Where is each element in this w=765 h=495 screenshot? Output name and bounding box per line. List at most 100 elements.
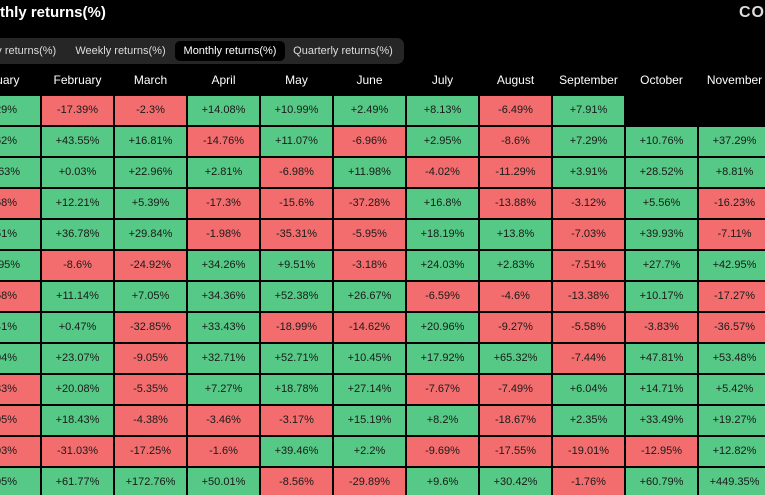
return-cell: -17.25% <box>115 437 186 466</box>
return-cell: +20.08% <box>42 375 113 404</box>
return-cell: -8.56% <box>261 468 332 495</box>
return-cell: +27.14% <box>334 375 405 404</box>
return-cell: -31.03% <box>42 437 113 466</box>
return-cell: -18.99% <box>261 313 332 342</box>
return-cell: +18.19% <box>407 220 478 249</box>
return-cell: .51% <box>0 220 40 249</box>
return-cell: +16.8% <box>407 189 478 218</box>
return-cell: -11.29% <box>480 158 551 187</box>
return-cell: +65.32% <box>480 344 551 373</box>
return-cell: .03% <box>0 437 40 466</box>
return-cell: -14.62% <box>334 313 405 342</box>
return-cell: +37.29% <box>699 127 765 156</box>
return-cell: -35.31% <box>261 220 332 249</box>
return-cell: .58% <box>0 282 40 311</box>
return-cell: +5.42% <box>699 375 765 404</box>
return-cell: .04% <box>0 344 40 373</box>
return-cell: -32.85% <box>115 313 186 342</box>
return-cell: -13.88% <box>480 189 551 218</box>
return-cell: .29% <box>0 96 40 125</box>
return-cell: +15.19% <box>334 406 405 435</box>
return-cell: .68% <box>0 189 40 218</box>
return-cell: +43.55% <box>42 127 113 156</box>
column-header: October <box>640 73 683 87</box>
return-cell: -4.6% <box>480 282 551 311</box>
logo: CO <box>739 4 765 21</box>
empty-cell <box>626 96 697 125</box>
return-cell: -8.6% <box>42 251 113 280</box>
return-cell: -19.01% <box>553 437 624 466</box>
return-cell: -9.27% <box>480 313 551 342</box>
return-cell: +2.49% <box>334 96 405 125</box>
return-cell: .05% <box>0 468 40 495</box>
tab[interactable]: Weekly returns(%) <box>75 45 166 57</box>
column-header: September <box>559 73 618 87</box>
return-cell: -16.23% <box>699 189 765 218</box>
return-cell: -7.03% <box>553 220 624 249</box>
return-cell: +7.05% <box>115 282 186 311</box>
page-title: thly returns(%) <box>0 4 106 21</box>
tab[interactable]: Quarterly returns(%) <box>293 45 393 57</box>
tab[interactable]: Monthly returns(%) <box>175 41 285 61</box>
return-cell: -4.02% <box>407 158 478 187</box>
return-cell: .41% <box>0 313 40 342</box>
return-cell: -13.38% <box>553 282 624 311</box>
return-cell: -7.67% <box>407 375 478 404</box>
return-cell: +28.52% <box>626 158 697 187</box>
return-cell: +26.67% <box>334 282 405 311</box>
return-cell: +53.48% <box>699 344 765 373</box>
return-cell: +9.6% <box>407 468 478 495</box>
return-cell: +2.95% <box>407 127 478 156</box>
return-cell: +24.03% <box>407 251 478 280</box>
return-cell: -6.49% <box>480 96 551 125</box>
return-cell: -17.3% <box>188 189 259 218</box>
return-cell: +19.27% <box>699 406 765 435</box>
return-cell: -3.12% <box>553 189 624 218</box>
return-cell: +9.51% <box>261 251 332 280</box>
column-header: nuary <box>0 73 20 87</box>
return-cell: +0.47% <box>42 313 113 342</box>
return-cell: +7.91% <box>553 96 624 125</box>
return-cell: +2.2% <box>334 437 405 466</box>
return-cell: -7.44% <box>553 344 624 373</box>
return-cell: +30.42% <box>480 468 551 495</box>
return-cell: -9.69% <box>407 437 478 466</box>
return-cell: +8.81% <box>699 158 765 187</box>
return-cell: +12.82% <box>699 437 765 466</box>
return-cell: +47.81% <box>626 344 697 373</box>
return-cell: -17.39% <box>42 96 113 125</box>
return-cell: .83% <box>0 375 40 404</box>
return-cell: +2.83% <box>480 251 551 280</box>
return-cell: +2.35% <box>553 406 624 435</box>
return-cell: +3.91% <box>553 158 624 187</box>
empty-cell <box>699 96 765 125</box>
return-cell: -3.17% <box>261 406 332 435</box>
return-cell: -7.11% <box>699 220 765 249</box>
return-cell: +39.46% <box>261 437 332 466</box>
column-header: August <box>496 73 535 87</box>
return-cell: +10.99% <box>261 96 332 125</box>
return-cell: +52.38% <box>261 282 332 311</box>
return-cell: -14.76% <box>188 127 259 156</box>
return-cell: +23.07% <box>42 344 113 373</box>
return-cell: -29.89% <box>334 468 405 495</box>
return-cell: +8.13% <box>407 96 478 125</box>
return-cell: +449.35% <box>699 468 765 495</box>
return-cell: +29.84% <box>115 220 186 249</box>
tab[interactable]: ly returns(%) <box>0 45 57 57</box>
return-cell: -12.95% <box>626 437 697 466</box>
return-cell: +42.95% <box>699 251 765 280</box>
return-cell: .62% <box>0 127 40 156</box>
return-cell: +22.96% <box>115 158 186 187</box>
return-cell: 9.95% <box>0 251 40 280</box>
return-cell: .05% <box>0 406 40 435</box>
return-cell: +33.49% <box>626 406 697 435</box>
return-cell: +13.8% <box>480 220 551 249</box>
return-cell: -3.46% <box>188 406 259 435</box>
return-cell: -7.49% <box>480 375 551 404</box>
return-cell: -6.96% <box>334 127 405 156</box>
return-cell: +10.17% <box>626 282 697 311</box>
column-header: February <box>53 73 102 87</box>
return-cell: -7.51% <box>553 251 624 280</box>
return-cell: +39.93% <box>626 220 697 249</box>
